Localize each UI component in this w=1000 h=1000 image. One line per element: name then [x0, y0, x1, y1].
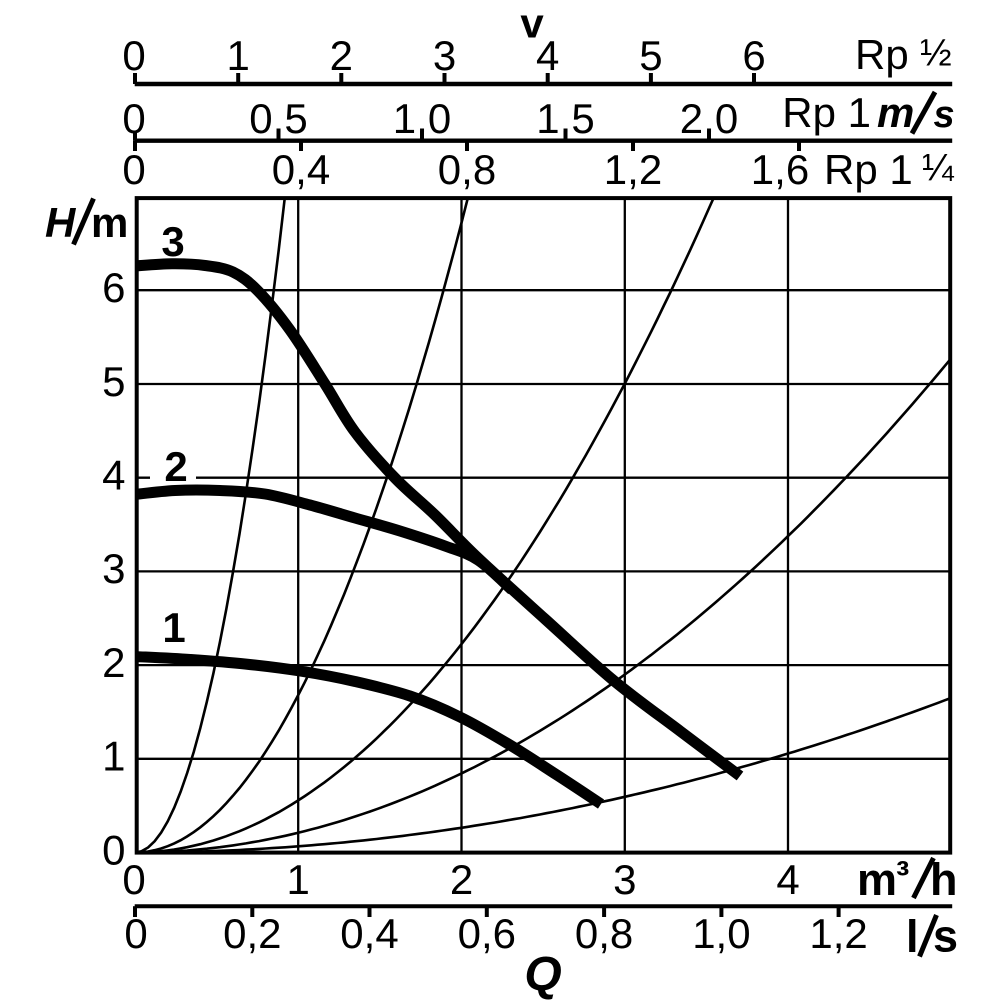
svg-text:¼: ¼: [922, 148, 955, 190]
svg-text:1: 1: [102, 733, 125, 780]
svg-text:2,0: 2,0: [680, 95, 738, 142]
svg-text:5: 5: [639, 32, 662, 79]
svg-text:H: H: [45, 199, 77, 246]
svg-text:2: 2: [102, 639, 125, 686]
svg-text:0: 0: [122, 856, 145, 903]
svg-text:4: 4: [776, 856, 799, 903]
svg-text:0,2: 0,2: [223, 910, 281, 957]
svg-text:0,4: 0,4: [272, 146, 330, 193]
svg-text:4: 4: [102, 452, 125, 499]
svg-text:1,0: 1,0: [393, 95, 451, 142]
svg-text:0: 0: [122, 146, 145, 193]
svg-text:Rp: Rp: [855, 31, 909, 78]
svg-text:6: 6: [742, 32, 765, 79]
svg-text:h: h: [930, 854, 958, 905]
svg-text:2: 2: [450, 856, 473, 903]
svg-text:0,8: 0,8: [438, 146, 496, 193]
svg-text:½: ½: [920, 33, 952, 75]
svg-text:l: l: [906, 911, 919, 962]
svg-text:Rp 1: Rp 1: [782, 89, 871, 136]
svg-text:m: m: [857, 854, 897, 905]
svg-text:0: 0: [124, 910, 147, 957]
svg-text:Q: Q: [524, 948, 561, 1000]
svg-text:0,6: 0,6: [458, 910, 516, 957]
svg-text:1: 1: [227, 32, 250, 79]
svg-text:3: 3: [613, 856, 636, 903]
svg-text:2: 2: [330, 32, 353, 79]
svg-text:0,4: 0,4: [340, 910, 398, 957]
svg-text:5: 5: [102, 358, 125, 405]
svg-text:m: m: [91, 199, 128, 246]
svg-text:³: ³: [896, 854, 909, 898]
svg-text:0: 0: [122, 95, 145, 142]
svg-text:3: 3: [433, 32, 456, 79]
svg-text:0: 0: [102, 826, 125, 873]
svg-text:3: 3: [161, 218, 184, 265]
svg-text:s: s: [933, 911, 958, 962]
svg-text:1,6: 1,6: [751, 146, 809, 193]
svg-text:s: s: [934, 94, 955, 136]
svg-text:0,8: 0,8: [575, 910, 633, 957]
svg-text:Rp 1: Rp 1: [824, 146, 913, 193]
svg-text:3: 3: [102, 545, 125, 592]
svg-text:0,5: 0,5: [249, 95, 307, 142]
svg-text:1: 1: [162, 604, 185, 651]
svg-text:1: 1: [287, 856, 310, 903]
svg-text:1,0: 1,0: [692, 910, 750, 957]
svg-text:1,2: 1,2: [604, 146, 662, 193]
svg-text:1,2: 1,2: [809, 910, 867, 957]
svg-text:m: m: [877, 89, 914, 136]
svg-text:2: 2: [164, 443, 187, 490]
svg-text:1,5: 1,5: [536, 95, 594, 142]
svg-text:6: 6: [102, 264, 125, 311]
svg-text:v: v: [520, 0, 544, 47]
svg-text:4: 4: [536, 32, 559, 79]
svg-text:0: 0: [122, 32, 145, 79]
